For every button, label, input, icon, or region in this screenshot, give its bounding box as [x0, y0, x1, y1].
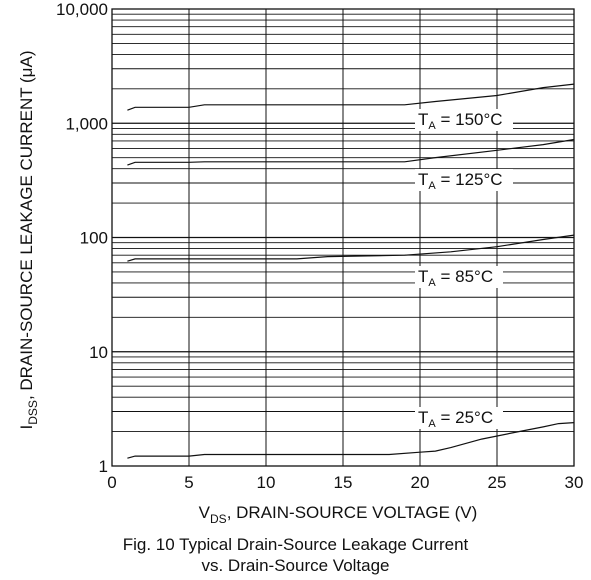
y-axis-label: IDSS, DRAIN-SOURCE LEAKAGE CURRENT (μA) — [17, 51, 40, 430]
series-lines — [127, 84, 574, 458]
x-tick-labels: 0 5 10 15 20 25 30 — [107, 473, 583, 492]
series-line — [127, 140, 574, 166]
figure-caption-line-2: vs. Drain-Source Voltage — [0, 556, 591, 576]
series-line — [127, 423, 574, 459]
x-tick-label: 5 — [184, 473, 193, 492]
series-label: TA = 85°C — [415, 266, 503, 289]
x-tick-label: 15 — [334, 473, 353, 492]
x-tick-label: 25 — [488, 473, 507, 492]
series-label: TA = 25°C — [415, 407, 503, 430]
x-tick-label: 30 — [565, 473, 584, 492]
x-tick-label: 10 — [257, 473, 276, 492]
series-label: TA = 125°C — [415, 169, 513, 192]
y-tick-label: 100 — [80, 229, 108, 248]
x-tick-label: 20 — [411, 473, 430, 492]
y-tick-label: 10,000 — [56, 0, 108, 19]
y-tick-labels: 1 10 100 1,000 10,000 — [56, 0, 108, 476]
y-tick-label: 1 — [99, 457, 108, 476]
series-label: TA = 150°C — [415, 109, 513, 132]
series-line — [127, 84, 574, 110]
x-axis-label: VDS, DRAIN-SOURCE VOLTAGE (V) — [199, 503, 478, 526]
y-tick-label: 10 — [89, 343, 108, 362]
series-labels: TA = 150°C TA = 125°C TA = 85°C TA = 25°C — [415, 109, 513, 430]
x-tick-label: 0 — [107, 473, 116, 492]
figure-caption-line-1: Fig. 10 Typical Drain-Source Leakage Cur… — [0, 535, 591, 555]
y-tick-label: 1,000 — [65, 114, 108, 133]
